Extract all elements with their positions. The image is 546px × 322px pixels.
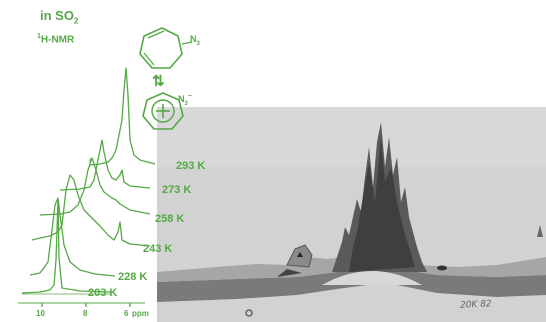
- temp-label-293k: 293 K: [176, 160, 206, 172]
- solvent-label: in SO2: [40, 8, 79, 26]
- equilibrium-arrow: ⇅: [152, 73, 165, 90]
- spectrum-258k: [39, 157, 151, 216]
- azide-molecule: [139, 27, 193, 69]
- azide-n3-label: N3: [190, 34, 200, 47]
- temp-label-258k: 258 K: [155, 213, 185, 225]
- trace-drawing: [157, 107, 546, 322]
- temp-label-243k: 243 K: [143, 243, 173, 255]
- axis-unit: ppm: [132, 309, 149, 318]
- nmr-label: 1H-NMR: [37, 33, 75, 46]
- spectrum-228k: [29, 197, 116, 277]
- ion-n3-label: N3−: [178, 93, 192, 107]
- photo-stamp: 20K 82: [459, 299, 492, 311]
- axis-tick-10: 10: [36, 309, 45, 318]
- spectrum-203k: [21, 199, 111, 294]
- spectrum-273k: [59, 139, 151, 191]
- temp-label-273k: 273 K: [162, 184, 192, 196]
- temp-label-203k: 203 K: [88, 287, 118, 299]
- axis-tick-6: 6: [124, 309, 129, 318]
- recorder-trace-photo: 20K 82: [157, 107, 546, 322]
- temp-label-228k: 228 K: [118, 271, 148, 283]
- spectrum-243k: [31, 174, 151, 247]
- axis-tick-8: 8: [83, 309, 88, 318]
- spectrum-293k: [89, 67, 156, 166]
